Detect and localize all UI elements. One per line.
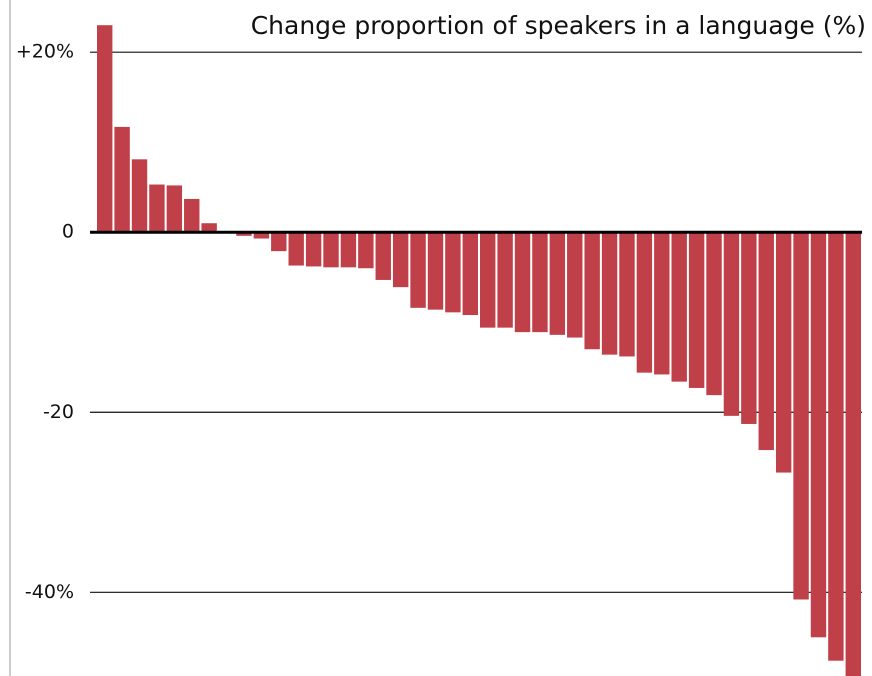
bar — [845, 232, 861, 676]
bar — [636, 232, 653, 373]
y-tick-label: -20 — [43, 401, 74, 423]
bar — [166, 185, 183, 233]
bar — [462, 232, 478, 316]
bar — [131, 159, 148, 233]
bar — [810, 232, 827, 638]
bar — [445, 232, 461, 313]
bar — [549, 232, 566, 335]
bar — [288, 232, 304, 266]
bar — [723, 232, 740, 416]
y-tick-label: 0 — [62, 221, 74, 243]
bar — [392, 232, 409, 288]
bar — [601, 232, 618, 355]
bar — [758, 232, 774, 451]
bar — [584, 232, 600, 350]
bar — [340, 232, 357, 268]
y-tick-label: +20% — [16, 41, 74, 63]
bar — [497, 232, 513, 328]
bar — [706, 232, 722, 396]
bar — [567, 232, 583, 338]
bar — [305, 232, 322, 267]
bar — [828, 232, 844, 661]
bar — [149, 184, 165, 233]
bar — [410, 232, 426, 308]
bar — [236, 232, 252, 236]
bar — [97, 25, 113, 233]
bar — [323, 232, 339, 268]
bar — [532, 232, 548, 333]
bar — [741, 232, 757, 424]
title-background — [258, 8, 870, 46]
bar — [688, 232, 705, 388]
bar — [114, 126, 130, 233]
bar — [654, 232, 670, 375]
bar — [358, 232, 374, 269]
bar — [775, 232, 792, 473]
bar — [201, 223, 217, 233]
bar — [514, 232, 531, 333]
bar — [671, 232, 687, 382]
bar — [271, 232, 287, 252]
y-tick-label: -40% — [25, 581, 74, 603]
bar — [619, 232, 635, 357]
bar — [427, 232, 444, 310]
bar — [375, 232, 391, 280]
bar — [184, 198, 200, 233]
bar — [253, 232, 270, 239]
chart-title: Change proportion of speakers in a langu… — [251, 11, 866, 40]
bar — [480, 232, 496, 328]
bar — [793, 232, 809, 600]
